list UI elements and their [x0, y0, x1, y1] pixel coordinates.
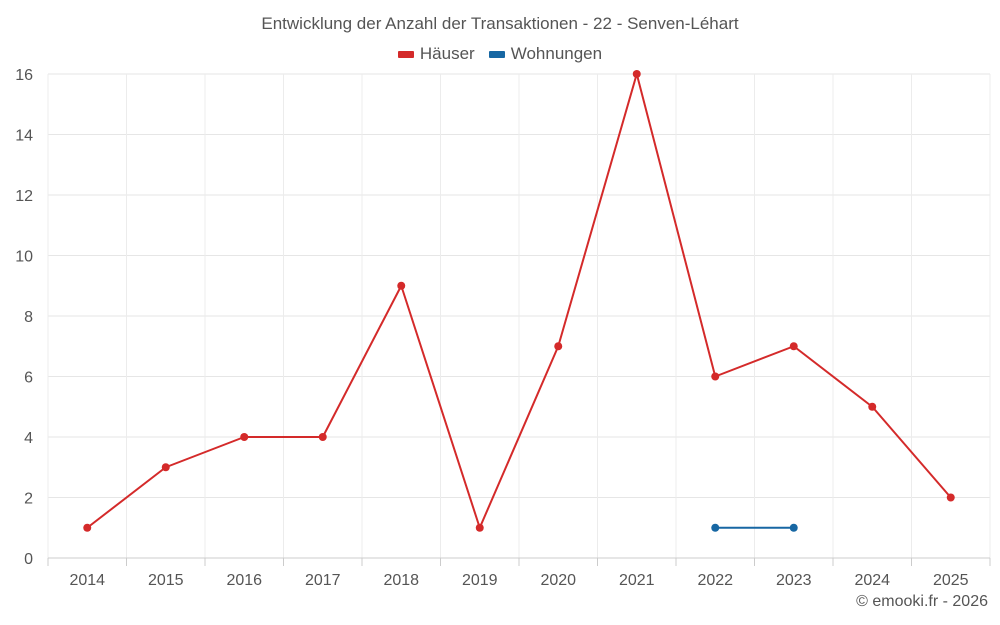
data-point-haeuser [83, 523, 92, 532]
x-tick-label: 2025 [933, 572, 969, 589]
legend: Häuser Wohnungen [0, 44, 1000, 64]
x-tick-label: 2018 [383, 572, 419, 589]
data-point-haeuser [240, 433, 249, 441]
data-point-haeuser [554, 342, 563, 351]
y-tick-label: 14 [15, 128, 33, 145]
x-tick-label: 2017 [305, 572, 341, 589]
y-tick-label: 10 [15, 249, 33, 266]
legend-swatch-haeuser [397, 50, 414, 58]
data-point-haeuser [475, 523, 484, 532]
data-point-wohnungen [789, 523, 798, 532]
data-point-haeuser [397, 281, 406, 290]
copyright-credit: © emooki.fr - 2026 [856, 593, 988, 610]
y-tick-label: 0 [24, 551, 33, 568]
data-point-haeuser [868, 402, 877, 411]
x-tick-label: 2020 [540, 572, 576, 589]
x-tick-label: 2021 [619, 572, 655, 589]
y-tick-label: 16 [15, 67, 33, 84]
x-tick-label: 2014 [69, 572, 105, 589]
y-tick-label: 6 [24, 370, 33, 387]
series-line-haeuser [86, 73, 952, 529]
x-tick-label: 2023 [776, 572, 812, 589]
chart-title: Entwicklung der Anzahl der Transaktionen… [261, 14, 739, 33]
data-point-haeuser [161, 463, 170, 472]
y-tick-label: 12 [15, 188, 33, 205]
legend-swatch-wohnungen [488, 50, 505, 58]
x-tick-label: 2019 [462, 572, 498, 589]
legend-label-wohnungen: Wohnungen [510, 44, 603, 63]
legend-label-haeuser: Häuser [419, 44, 475, 63]
y-tick-label: 2 [24, 491, 33, 508]
data-point-haeuser [789, 342, 798, 351]
data-point-wohnungen [711, 523, 720, 532]
data-point-haeuser [632, 70, 641, 78]
x-tick-label: 2024 [854, 572, 890, 589]
x-tick-label: 2016 [226, 572, 262, 589]
x-tick-label: 2022 [697, 572, 733, 589]
x-tick-label: 2015 [148, 572, 184, 589]
legend-item-haeuser[interactable]: Häuser [397, 44, 475, 64]
data-point-haeuser [711, 372, 720, 381]
legend-item-wohnungen[interactable]: Wohnungen [488, 44, 603, 64]
y-tick-label: 8 [24, 309, 33, 326]
data-point-haeuser [946, 493, 955, 502]
data-point-haeuser [318, 433, 327, 441]
y-tick-label: 4 [24, 430, 33, 447]
